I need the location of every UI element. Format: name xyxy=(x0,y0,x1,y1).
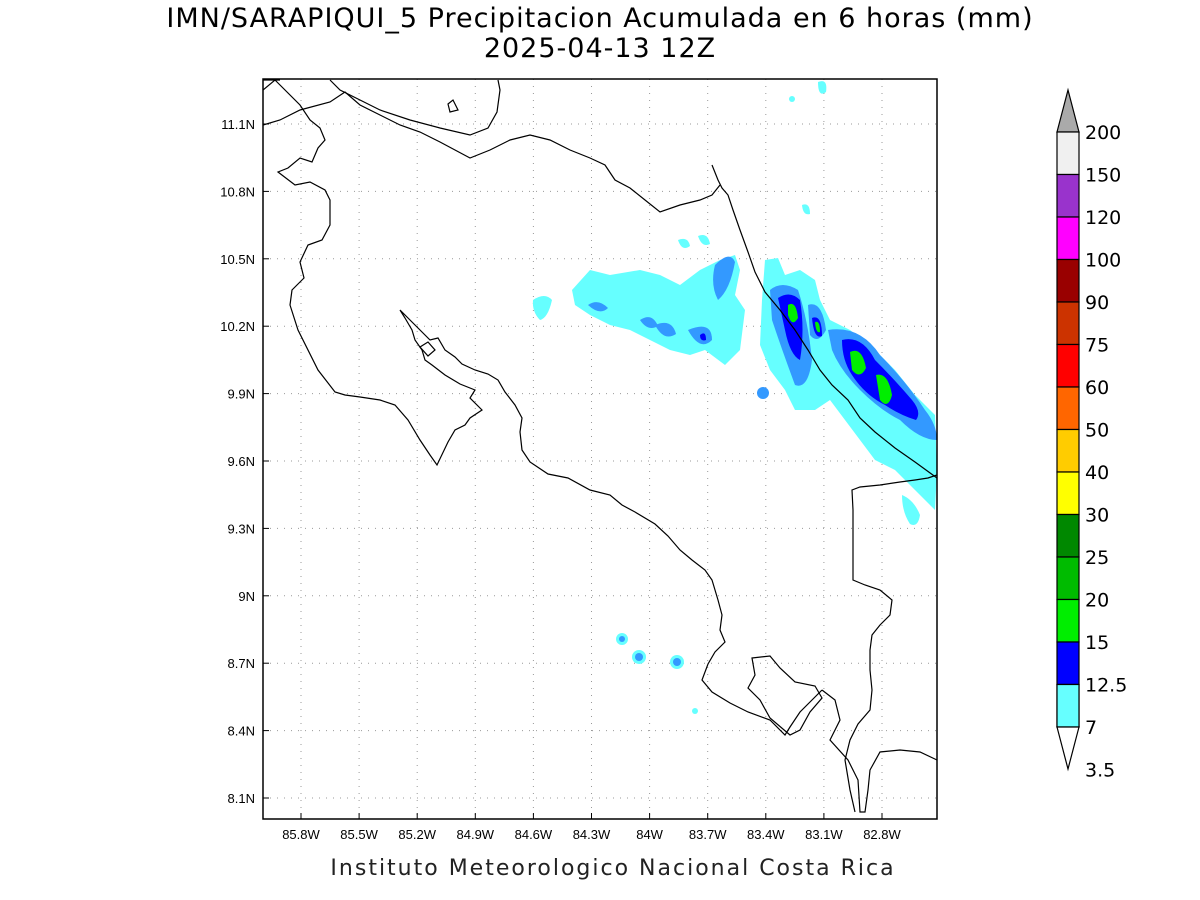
rain-intense-3 xyxy=(850,350,866,375)
rain-intense-2 xyxy=(815,321,820,333)
colorbar-label: 60 xyxy=(1085,377,1109,399)
colorbar-label: 200 xyxy=(1085,122,1121,144)
lon-tick-label: 85.8W xyxy=(282,827,320,842)
rain-spot-c xyxy=(678,238,690,248)
map-gridlines xyxy=(263,79,937,819)
rain-mid-west-4 xyxy=(688,326,712,345)
rain-mid-spot-2 xyxy=(619,636,625,642)
rain-spot-d xyxy=(698,235,710,245)
colorbar-segment xyxy=(1056,513,1080,558)
rain-mid-west xyxy=(588,302,608,312)
map-frame xyxy=(262,78,938,820)
lat-tick-label: 9.6N xyxy=(228,454,255,469)
colorbar-segment xyxy=(1056,301,1080,346)
lat-tick-label: 9.3N xyxy=(228,521,255,536)
colorbar-bottom-arrow xyxy=(1056,726,1080,772)
rain-mid-west-2 xyxy=(640,317,658,328)
rain-spot-a xyxy=(532,296,552,320)
pacific-coast-north xyxy=(263,79,823,736)
colorbar-segment-lowest xyxy=(1056,683,1080,728)
colorbar-label: 15 xyxy=(1085,632,1109,654)
colorbar-top-arrow xyxy=(1056,87,1080,133)
colorbar-label: 150 xyxy=(1085,165,1121,187)
colorbar-segment xyxy=(1056,386,1080,431)
lat-tick-label: 8.7N xyxy=(228,656,255,671)
panama-border xyxy=(844,474,937,813)
colorbar-segment xyxy=(1056,598,1080,643)
colorbar-label: 120 xyxy=(1085,207,1121,229)
lon-tick-label: 82.8W xyxy=(863,827,901,842)
colorbar-label: 40 xyxy=(1085,462,1109,484)
lon-tick-label: 85.5W xyxy=(340,827,378,842)
pacific-coast-south xyxy=(821,689,937,813)
colorbar-label: 3.5 xyxy=(1085,760,1115,782)
lon-tick-label: 83.4W xyxy=(747,827,785,842)
lat-tick-label: 10.5N xyxy=(220,252,255,267)
title-line-1: IMN/SARAPIQUI_5 Precipitacion Acumulada … xyxy=(166,3,1034,34)
lat-tick-label: 11.1N xyxy=(221,117,255,132)
rain-spot-k xyxy=(789,96,795,102)
nicaragua-lake-coast xyxy=(329,79,501,136)
colorbar-segment xyxy=(1056,131,1080,176)
colorbar-label: 20 xyxy=(1085,590,1109,612)
rain-mid-spot xyxy=(757,387,769,399)
latitude-axis: 11.1N 10.8N 10.5N 10.2N 9.9N 9.6N 9.3N 9N 8.7N 8.… xyxy=(220,117,269,806)
lat-tick-label: 9.9N xyxy=(228,387,255,402)
lon-tick-label: 84.3W xyxy=(573,827,611,842)
longitude-axis: 85.8W 85.5W 85.2W 84.9W 84.6W 84.3W 84W 83.7W 83… xyxy=(282,813,902,842)
coastlines xyxy=(263,79,937,813)
colorbar-segment xyxy=(1056,471,1080,516)
footer-credit: Instituto Meteorologico Nacional Costa R… xyxy=(330,856,896,881)
map-title: IMN/SARAPIQUI_5 Precipitacion Acumulada … xyxy=(0,4,1200,64)
colorbar-label: 30 xyxy=(1085,505,1109,527)
colorbar-segment xyxy=(1056,173,1080,218)
lon-tick-label: 84.6W xyxy=(515,827,553,842)
colorbar-label: 12.5 xyxy=(1085,675,1127,697)
nicaragua-border xyxy=(263,91,721,213)
lon-tick-label: 84W xyxy=(636,827,663,842)
colorbar-segment xyxy=(1056,641,1080,686)
lon-tick-label: 85.2W xyxy=(398,827,436,842)
rain-spot-j xyxy=(692,708,698,714)
rain-intense-1 xyxy=(788,303,798,323)
rain-spot-e xyxy=(802,204,810,215)
lon-tick-label: 83.7W xyxy=(689,827,727,842)
caribbean-coast xyxy=(711,164,937,479)
colorbar-label: 25 xyxy=(1085,547,1109,569)
lat-tick-label: 8.1N xyxy=(228,791,255,806)
colorbar-segment xyxy=(1056,343,1080,388)
rain-mid-spot-4 xyxy=(673,658,681,666)
lat-tick-label: 8.4N xyxy=(228,724,255,739)
colorbar-label: 100 xyxy=(1085,250,1121,272)
osa-peninsula xyxy=(747,655,823,736)
lon-tick-label: 84.9W xyxy=(457,827,495,842)
lat-tick-label: 10.8N xyxy=(220,184,255,199)
colorbar-label: 7 xyxy=(1085,717,1097,739)
colorbar-segment xyxy=(1056,428,1080,473)
rain-spot-b xyxy=(902,495,920,525)
colorbar-label: 90 xyxy=(1085,292,1109,314)
precipitation-colorbar: 200 150 120 100 90 75 60 50 40 30 25 20 15 12.5 7 3.5 xyxy=(1056,87,1127,782)
rain-mid-spot-3 xyxy=(635,653,643,661)
lagoon-gulf xyxy=(419,341,436,357)
rain-intense-4 xyxy=(876,374,892,404)
rain-spot-f xyxy=(818,81,827,94)
lon-tick-label: 83.1W xyxy=(805,827,843,842)
precipitation-fields xyxy=(532,81,937,714)
lat-tick-label: 9N xyxy=(238,589,255,604)
island-north xyxy=(447,99,459,113)
lat-tick-label: 10.2N xyxy=(220,319,255,334)
colorbar-segment xyxy=(1056,216,1080,261)
rain-mid-west-5 xyxy=(713,256,735,300)
rain-heavy-4 xyxy=(700,333,706,341)
colorbar-label: 50 xyxy=(1085,420,1109,442)
colorbar-label: 75 xyxy=(1085,335,1109,357)
colorbar-segment xyxy=(1056,258,1080,303)
colorbar-segment xyxy=(1056,556,1080,601)
title-line-2: 2025-04-13 12Z xyxy=(483,33,717,64)
rain-mid-west-3 xyxy=(655,322,676,337)
